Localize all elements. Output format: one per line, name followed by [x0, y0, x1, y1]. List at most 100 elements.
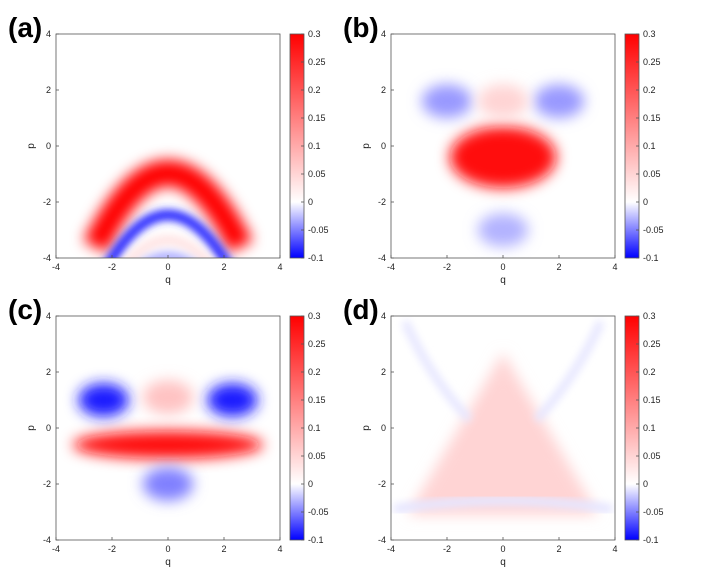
colorbar-tick-label: 0.05 — [308, 451, 326, 461]
colorbar-tick-label: -0.1 — [643, 535, 659, 545]
x-tick-label: -4 — [387, 262, 395, 272]
colorbar-tick-label: 0.1 — [308, 141, 321, 151]
y-tick-label: -4 — [378, 535, 386, 545]
heatmap-blob — [449, 126, 557, 188]
heatmap-plot: -4 -2 0 2 4 4 2 0 -2 -4 q p 0.3 0.25 0.2 0.15 0.1 0.05 0 -0… — [361, 311, 664, 568]
heatmap-arc — [105, 209, 231, 258]
y-axis-label: p — [361, 143, 372, 149]
y-tick-label: 0 — [381, 423, 386, 433]
colorbar-tick-label: 0.1 — [643, 423, 656, 433]
panel-label: (a) — [8, 12, 43, 43]
colorbar-tick-label: -0.05 — [643, 507, 664, 517]
y-tick-label: -4 — [43, 535, 51, 545]
y-tick-label: 0 — [46, 141, 51, 151]
colorbar-tick-label: 0.2 — [308, 367, 321, 377]
x-tick-label: 4 — [612, 544, 617, 554]
colorbar-tick-label: 0.05 — [643, 451, 661, 461]
colorbar-tick-label: 0 — [643, 479, 648, 489]
colorbar-tick-label: 0.25 — [308, 57, 326, 67]
x-tick-label: -4 — [387, 544, 395, 554]
y-tick-label: -2 — [378, 479, 386, 489]
heatmap-blob — [421, 84, 473, 118]
y-axis-label: p — [26, 425, 37, 431]
y-tick-label: 4 — [381, 311, 386, 321]
heatmap-blob — [78, 383, 129, 417]
y-tick-label: 4 — [46, 29, 51, 39]
x-tick-label: 4 — [277, 544, 282, 554]
heatmap-fringe — [533, 319, 605, 423]
heatmap-plot: -4 -2 0 2 4 4 2 0 -2 -4 q p 0.3 0.25 0.2 0.15 0.1 0.05 0 -0… — [361, 29, 664, 286]
colorbar-tick-label: 0.25 — [643, 339, 661, 349]
heatmap-blob — [142, 380, 194, 414]
colorbar-tick-label: 0.3 — [308, 29, 321, 39]
y-tick-label: 4 — [46, 311, 51, 321]
x-axis-label: q — [165, 275, 171, 286]
x-tick-label: 4 — [277, 262, 282, 272]
heatmap-features — [72, 380, 264, 501]
x-tick-label: -4 — [52, 262, 60, 272]
y-axis-label: p — [361, 425, 372, 431]
panel-b: (b) -4 -2 0 2 4 4 2 0 -2 -4 q p 0.3 0.25 0.2 0.15 0.1 0.0… — [335, 0, 695, 288]
colorbar-tick-label: 0.2 — [643, 367, 656, 377]
colorbar-tick-label: 0.05 — [308, 169, 326, 179]
panel-label: (c) — [8, 294, 43, 325]
heatmap-arc — [83, 159, 253, 253]
x-tick-label: 0 — [165, 262, 170, 272]
colorbar-tick-label: 0.3 — [308, 311, 321, 321]
x-axis-label: q — [500, 275, 506, 286]
heatmap-features — [393, 319, 613, 515]
x-tick-label: 0 — [500, 544, 505, 554]
colorbar-tick-label: -0.1 — [308, 253, 324, 263]
panel-d: (d) -4 -2 0 2 4 4 2 0 -2 -4 q p 0.3 0.25 0.2 0.15 0.1 0.0… — [335, 282, 695, 570]
x-axis-label: q — [500, 557, 506, 568]
colorbar-tick-label: -0.1 — [308, 535, 324, 545]
plot-area — [56, 316, 280, 540]
x-tick-label: 4 — [612, 262, 617, 272]
y-tick-label: -2 — [43, 479, 51, 489]
colorbar-tick-label: -0.05 — [643, 225, 664, 235]
colorbar-tick-label: 0.2 — [643, 85, 656, 95]
colorbar-tick-label: 0 — [643, 197, 648, 207]
colorbar-tick-label: 0.15 — [643, 113, 661, 123]
x-tick-label: -4 — [52, 544, 60, 554]
heatmap-blob — [142, 467, 194, 501]
y-tick-label: 2 — [46, 367, 51, 377]
colorbar-tick-label: 0.3 — [643, 29, 656, 39]
heatmap-arc — [124, 234, 212, 258]
colorbar-tick-label: -0.05 — [308, 507, 329, 517]
colorbar-tick-label: -0.05 — [308, 225, 329, 235]
y-tick-label: -4 — [43, 253, 51, 263]
colorbar-tick-label: 0.15 — [308, 113, 326, 123]
panel-a: (a) -4 -2 0 2 4 4 2 0 -2 -4 q p 0.3 0.25 0.2 0.15 0.1 0.0… — [0, 0, 360, 288]
panel-label: (d) — [343, 294, 379, 325]
panel-c: (c) -4 -2 0 2 4 4 2 0 -2 -4 q p 0.3 0.25 0.2 0.15 0.1 0.0… — [0, 282, 360, 570]
panel-label: (b) — [343, 12, 379, 43]
y-tick-label: 2 — [381, 367, 386, 377]
y-axis-label: p — [26, 143, 37, 149]
x-tick-label: -2 — [443, 262, 451, 272]
colorbar-tick-label: 0.3 — [643, 311, 656, 321]
x-axis-label: q — [165, 557, 171, 568]
y-tick-label: 2 — [46, 85, 51, 95]
colorbar-tick-label: -0.1 — [643, 253, 659, 263]
x-tick-label: 2 — [221, 544, 226, 554]
x-tick-label: 2 — [556, 544, 561, 554]
x-tick-label: -2 — [443, 544, 451, 554]
y-tick-label: -2 — [378, 197, 386, 207]
colorbar-tick-label: 0.2 — [308, 85, 321, 95]
heatmap-halo — [407, 352, 599, 515]
heatmap-fringe — [393, 495, 613, 515]
x-tick-label: 0 — [500, 262, 505, 272]
y-tick-label: 4 — [381, 29, 386, 39]
y-tick-label: 2 — [381, 85, 386, 95]
heatmap-blob — [477, 213, 529, 247]
heatmap-fringe — [401, 319, 473, 423]
x-tick-label: -2 — [108, 544, 116, 554]
colorbar-tick-label: 0.15 — [643, 395, 661, 405]
y-tick-label: 0 — [46, 423, 51, 433]
heatmap-blob — [533, 84, 585, 118]
y-tick-label: -4 — [378, 253, 386, 263]
plot-area — [56, 34, 280, 258]
heatmap-plot: -4 -2 0 2 4 4 2 0 -2 -4 q p 0.3 0.25 0.2 0.15 0.1 0.05 0 -0… — [26, 29, 329, 286]
x-tick-label: 2 — [556, 262, 561, 272]
